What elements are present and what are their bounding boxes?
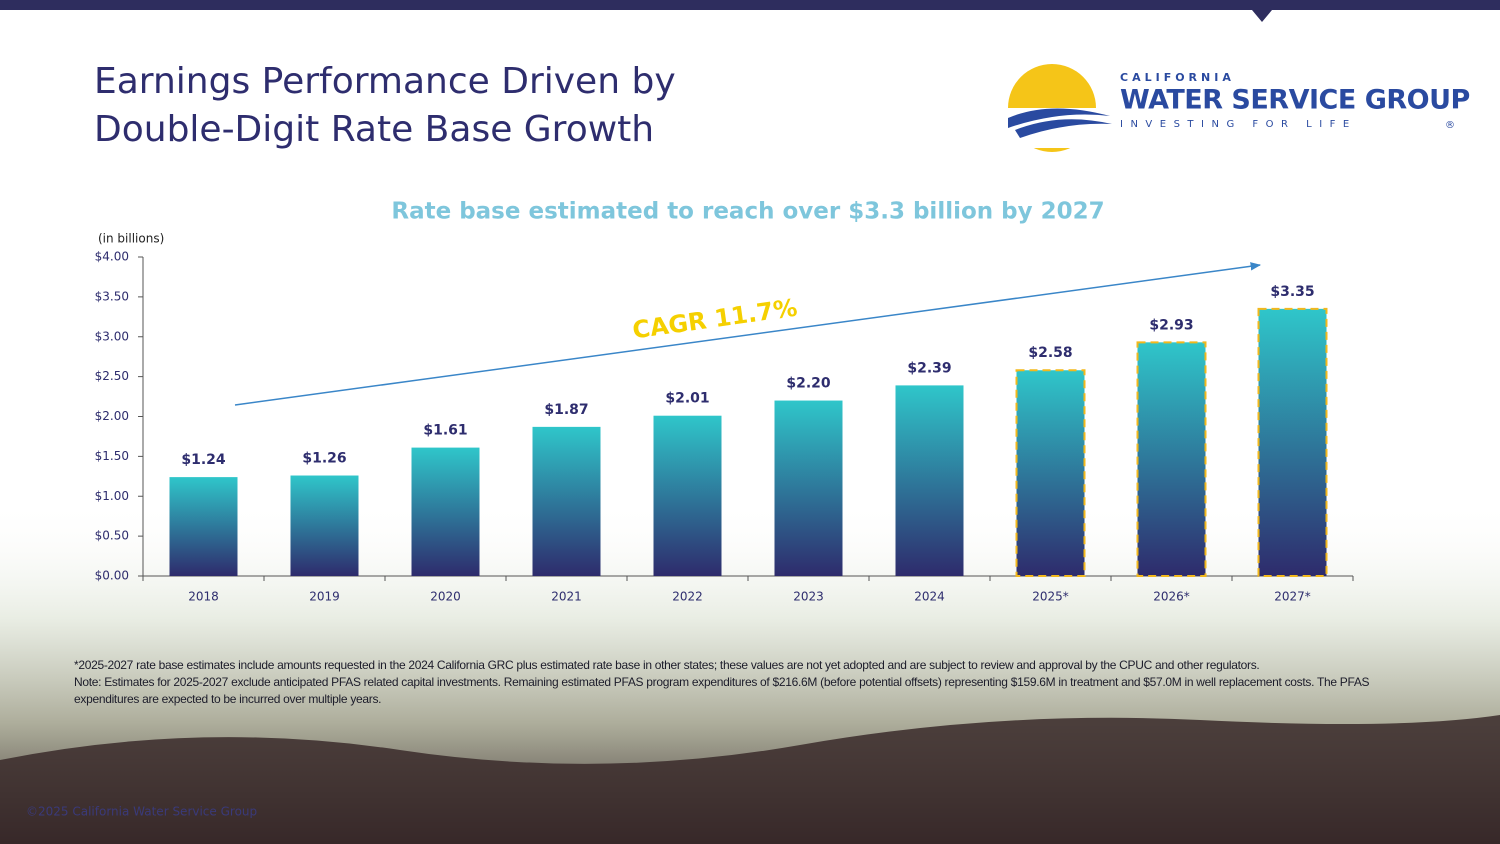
y-axis-label: (in billions) <box>98 232 164 246</box>
footnotes: *2025-2027 rate base estimates include a… <box>74 657 1434 708</box>
y-tick-label: $1.00 <box>95 489 129 503</box>
bar <box>532 426 601 576</box>
value-label: $1.87 <box>544 402 588 418</box>
logo-mark: ® <box>1445 120 1455 131</box>
logo-name: WATER SERVICE GROUP <box>1120 85 1470 116</box>
x-tick-label: 2022 <box>672 590 703 604</box>
x-tick-label: 2023 <box>793 590 824 604</box>
x-tick-label: 2019 <box>309 590 340 604</box>
cagr-annotation: CAGR 11.7% <box>631 294 799 345</box>
y-tick-label: $2.00 <box>95 409 129 423</box>
slide-title: Double-Digit Rate Base Growth <box>94 109 654 150</box>
bar <box>653 415 722 576</box>
y-tick-label: $0.50 <box>95 529 129 543</box>
y-tick-label: $0.00 <box>95 569 129 583</box>
soil <box>0 715 1500 844</box>
bar <box>1257 307 1328 577</box>
value-label: $2.20 <box>786 376 831 392</box>
y-tick-label: $2.50 <box>95 369 129 383</box>
bar <box>169 477 238 576</box>
value-label: $2.58 <box>1028 345 1072 361</box>
x-tick-label: 2018 <box>188 590 219 604</box>
value-label: $2.93 <box>1149 317 1193 333</box>
slide-title: Earnings Performance Driven by <box>94 61 676 102</box>
value-label: $3.35 <box>1270 284 1314 300</box>
logo-tagline: INVESTING FOR LIFE <box>1120 119 1357 130</box>
value-label: $2.01 <box>665 391 709 407</box>
logo-top: CALIFORNIA <box>1120 71 1235 84</box>
x-tick-label: 2020 <box>430 590 461 604</box>
value-label: $1.61 <box>423 423 467 439</box>
footnote: Note: Estimates for 2025-2027 exclude an… <box>74 675 1370 706</box>
y-tick-label: $3.00 <box>95 329 129 343</box>
value-label: $2.39 <box>907 360 951 376</box>
x-tick-label: 2021 <box>551 590 582 604</box>
x-tick-label: 2026* <box>1153 590 1190 604</box>
bar <box>774 400 843 576</box>
bar <box>411 447 480 576</box>
y-tick-label: $1.50 <box>95 449 129 463</box>
y-tick-label: $4.00 <box>95 250 129 264</box>
y-tick-label: $3.50 <box>95 289 129 303</box>
copyright: ©2025 California Water Service Group <box>26 805 257 819</box>
value-label: $1.26 <box>302 451 346 467</box>
x-tick-label: 2024 <box>914 590 945 604</box>
logo: CALIFORNIA WATER SERVICE GROUP INVESTING… <box>1000 64 1470 152</box>
trend-arrow <box>234 262 1262 406</box>
bar <box>290 475 359 576</box>
chart-title: Rate base estimated to reach over $3.3 b… <box>391 199 1104 225</box>
x-tick-label: 2025* <box>1032 590 1069 604</box>
footnote: *2025-2027 rate base estimates include a… <box>74 658 1260 672</box>
bar <box>1136 341 1207 577</box>
x-tick-label: 2027* <box>1274 590 1311 604</box>
bar <box>895 385 964 576</box>
value-label: $1.24 <box>181 452 226 468</box>
bar <box>1015 369 1086 577</box>
top-band <box>0 0 1500 22</box>
